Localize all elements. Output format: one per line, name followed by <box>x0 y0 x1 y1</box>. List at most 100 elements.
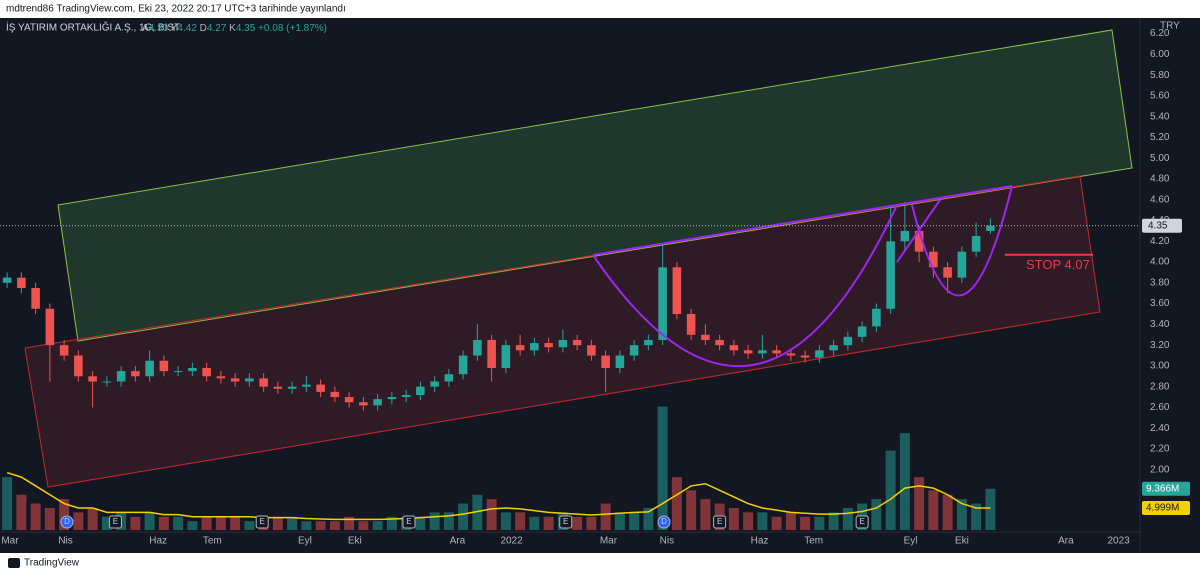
candle-body <box>686 313 696 335</box>
candle-body <box>572 339 582 346</box>
volume-bar <box>315 521 326 530</box>
volume-bar <box>472 494 483 530</box>
y-tick-label: 6.20 <box>1150 28 1170 39</box>
ohlc-header: A4.30 Y4.42 D4.27 K4.35 +0.08 (+1.87%) <box>142 23 327 34</box>
candle-body <box>929 251 938 268</box>
y-tick-label: 3.80 <box>1150 277 1170 288</box>
y-tick-label: 5.80 <box>1150 70 1170 81</box>
y-tick-label: 2.80 <box>1150 381 1170 392</box>
volume-bar <box>600 503 611 530</box>
volume-bar <box>629 512 640 530</box>
candle-body <box>17 277 26 289</box>
volume-bar <box>486 499 497 530</box>
volume-bar <box>956 499 967 530</box>
volume-bar <box>757 512 768 530</box>
candle-body <box>800 355 810 358</box>
candle-body <box>316 384 325 392</box>
x-tick-label: Eyl <box>298 536 312 547</box>
volume-bar <box>73 512 84 530</box>
volume-bar <box>101 516 112 530</box>
footer-bg <box>0 553 1200 573</box>
candle-body <box>45 308 55 346</box>
candle-body <box>658 267 667 340</box>
volume-bar <box>386 516 397 530</box>
candle-body <box>74 355 83 377</box>
volume-bar <box>144 512 155 530</box>
cup-curve <box>592 204 898 367</box>
candle-body <box>173 371 183 373</box>
candle-body <box>245 378 254 382</box>
event-marker <box>60 515 74 529</box>
volume-bar <box>2 477 13 530</box>
volume-bar <box>344 516 355 530</box>
x-tick-label: Nis <box>58 536 72 547</box>
candle-body <box>530 343 539 351</box>
ohlc-value: 4.27 <box>207 23 227 34</box>
brand-logo <box>8 558 20 568</box>
y-tick-label: 2.00 <box>1150 464 1170 475</box>
candle-body <box>487 339 496 368</box>
candle-body <box>843 336 853 346</box>
candle-body <box>188 367 197 372</box>
y-tick-label: 4.80 <box>1150 174 1170 185</box>
candle-body <box>815 350 824 358</box>
volume-bar <box>743 512 754 530</box>
volume-bar <box>899 433 910 530</box>
y-tick-label: 3.40 <box>1150 319 1170 330</box>
candle-body <box>857 326 867 337</box>
candle-body <box>401 394 411 398</box>
candle-body <box>786 353 796 356</box>
x-tick-label: Ara <box>1058 536 1074 547</box>
volume-bar <box>686 490 697 530</box>
candle-body <box>515 345 525 351</box>
volume-ma-line <box>6 471 991 521</box>
y-tick-label: 2.40 <box>1150 423 1170 434</box>
volume-bar <box>415 516 426 530</box>
volume-bar <box>728 507 739 530</box>
candle-body <box>743 350 753 354</box>
volume-bar <box>287 516 298 530</box>
event-marker <box>713 515 727 529</box>
candle-body <box>872 308 881 327</box>
volume-bar <box>329 521 340 530</box>
candle-body <box>900 230 910 242</box>
candles <box>2 201 996 530</box>
y-tick-label: 5.40 <box>1150 111 1170 122</box>
volume-bar <box>529 516 540 530</box>
candle-body <box>202 367 211 377</box>
volume-bar <box>914 477 925 530</box>
candle-body <box>957 251 967 278</box>
event-marker <box>402 515 416 529</box>
volume-bar <box>230 516 241 530</box>
event-marker <box>657 515 671 529</box>
chart-bg <box>0 18 1200 553</box>
candle-body <box>88 376 97 382</box>
change: +0.08 (+1.87%) <box>258 23 327 34</box>
candle-body <box>886 241 895 309</box>
candle-body <box>758 350 767 354</box>
event-label: E <box>717 517 722 526</box>
candle-body <box>131 371 140 377</box>
candle-body <box>31 288 40 309</box>
volume-bar <box>458 503 469 530</box>
event-marker <box>559 515 573 529</box>
event-marker <box>108 515 122 529</box>
volume-bar <box>173 516 184 530</box>
candle-body <box>430 381 439 387</box>
ohlc-key: Y <box>171 23 178 34</box>
candle-body <box>729 345 739 351</box>
ohlc-value: 4.42 <box>177 23 197 34</box>
x-tick-label: 2022 <box>500 536 523 547</box>
candle-body <box>601 355 610 368</box>
event-label: E <box>260 517 265 526</box>
event-label: D <box>64 517 70 526</box>
ohlc-key: K <box>229 23 236 34</box>
volume-badge <box>1142 481 1190 496</box>
volume-bar <box>785 512 796 530</box>
ohlc-key: A <box>142 23 149 34</box>
x-tick-label: Haz <box>149 536 167 547</box>
volume-bar <box>572 516 583 530</box>
volume-bar <box>842 507 853 530</box>
candle-body <box>971 236 981 252</box>
volume-bar <box>928 490 939 530</box>
